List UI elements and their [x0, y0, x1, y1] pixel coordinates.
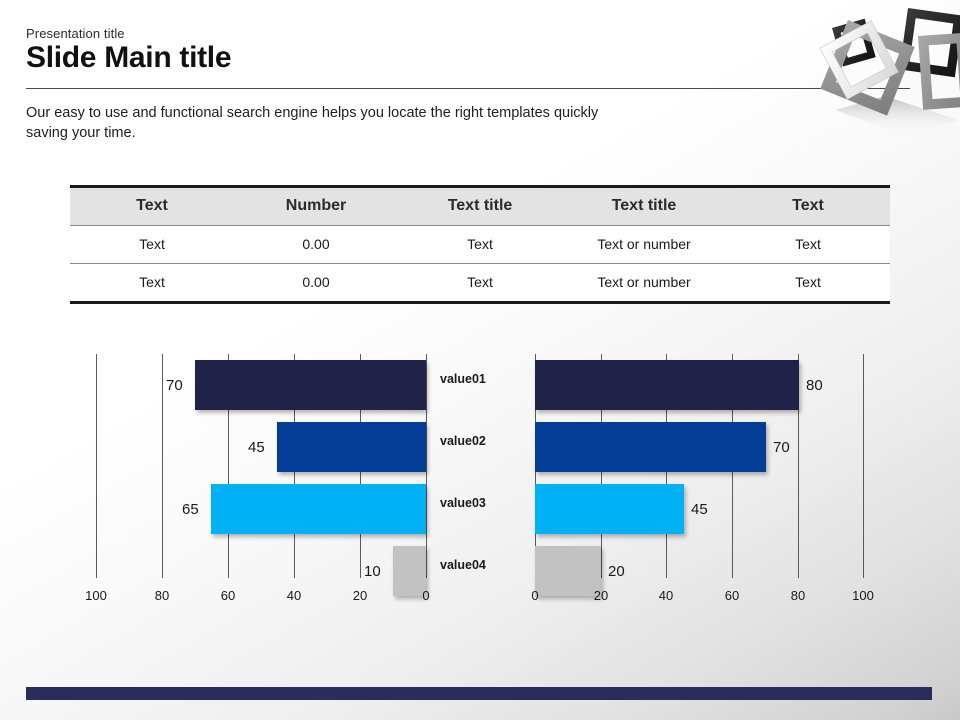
- footer-accent-bar: [26, 687, 932, 700]
- x-axis-tick-40: 40: [658, 588, 674, 603]
- bar-value-label-02: 45: [248, 439, 265, 456]
- table-cell: Text: [398, 263, 562, 304]
- gridline: [162, 354, 163, 578]
- category-label-value02: value02: [440, 434, 486, 448]
- x-axis-tick-60: 60: [220, 588, 236, 603]
- bar-value04: [535, 546, 601, 596]
- bar-value02: [277, 422, 426, 472]
- table-cell: Text: [726, 225, 890, 264]
- bar-value-label-04: 10: [364, 563, 381, 580]
- abstract-frames-decoration-icon: [790, 0, 960, 150]
- table-cell: Text: [70, 263, 234, 304]
- table-row: Text 0.00 Text Text or number Text: [70, 263, 890, 304]
- subtitle-text: Our easy to use and functional search en…: [26, 105, 599, 141]
- category-labels: value01 value02 value03 value04: [440, 340, 512, 580]
- data-table: Text Number Text title Text title Text T…: [70, 185, 890, 304]
- bar-value-label-03: 45: [691, 501, 708, 518]
- gridline: [96, 354, 97, 578]
- gridline: [228, 354, 229, 578]
- gridline: [863, 354, 864, 578]
- x-axis-tick-20: 20: [352, 588, 368, 603]
- x-axis-tick-100: 100: [85, 588, 107, 603]
- x-axis-tick-20: 20: [593, 588, 609, 603]
- column-header-5: Text: [726, 185, 890, 226]
- x-axis-tick-60: 60: [724, 588, 740, 603]
- bar-value02: [535, 422, 766, 472]
- page-title: Slide Main title: [26, 41, 232, 74]
- category-label-value01: value01: [440, 372, 486, 386]
- bar-value-label-02: 70: [773, 439, 790, 456]
- column-header-1: Text: [70, 185, 234, 226]
- gridline: [426, 354, 427, 578]
- table-cell: 0.00: [234, 225, 398, 264]
- table-cell: Text or number: [562, 263, 726, 304]
- gridline: [798, 354, 799, 578]
- bar-value03: [211, 484, 426, 534]
- x-axis-tick-0: 0: [531, 588, 539, 603]
- title-divider: [26, 88, 910, 89]
- table-header: Text Number Text title Text title Text: [70, 185, 890, 226]
- table-body: Text 0.00 Text Text or number Text Text …: [70, 225, 890, 304]
- right-bar-chart: 80 70 45 20 0 20 40 60 80 100: [508, 340, 898, 610]
- category-label-value03: value03: [440, 496, 486, 510]
- table-cell: Text or number: [562, 225, 726, 264]
- table-row: Text 0.00 Text Text or number Text: [70, 225, 890, 264]
- table-cell: 0.00: [234, 263, 398, 304]
- bar-value-label-01: 70: [166, 377, 183, 394]
- x-axis-tick-0: 0: [422, 588, 430, 603]
- bar-value01: [535, 360, 799, 410]
- left-chart-plot: 70 45 65 10: [70, 354, 440, 596]
- bar-value04: [393, 546, 426, 596]
- x-axis-tick-100: 100: [852, 588, 874, 603]
- bar-value03: [535, 484, 684, 534]
- table-cell: Text: [726, 263, 890, 304]
- bar-value-label-01: 80: [806, 377, 823, 394]
- table-header-row: Text Number Text title Text title Text: [70, 185, 890, 226]
- charts-region: 70 45 65 10 100 80 60 40 20 0: [0, 340, 960, 610]
- table-cell: Text: [398, 225, 562, 264]
- column-header-3: Text title: [398, 185, 562, 226]
- bar-value-label-04: 20: [608, 563, 625, 580]
- column-header-4: Text title: [562, 185, 726, 226]
- bar-value-label-03: 65: [182, 501, 199, 518]
- x-axis-tick-80: 80: [154, 588, 170, 603]
- bar-value01: [195, 360, 426, 410]
- category-label-value04: value04: [440, 558, 486, 572]
- data-table-container: Text Number Text title Text title Text T…: [70, 185, 890, 304]
- x-axis-tick-80: 80: [790, 588, 806, 603]
- left-bar-chart: 70 45 65 10 100 80 60 40 20 0: [70, 340, 440, 610]
- x-axis-tick-40: 40: [286, 588, 302, 603]
- table-cell: Text: [70, 225, 234, 264]
- column-header-2: Number: [234, 185, 398, 226]
- presentation-title: Presentation title: [26, 26, 125, 41]
- right-chart-plot: 80 70 45 20: [508, 354, 898, 596]
